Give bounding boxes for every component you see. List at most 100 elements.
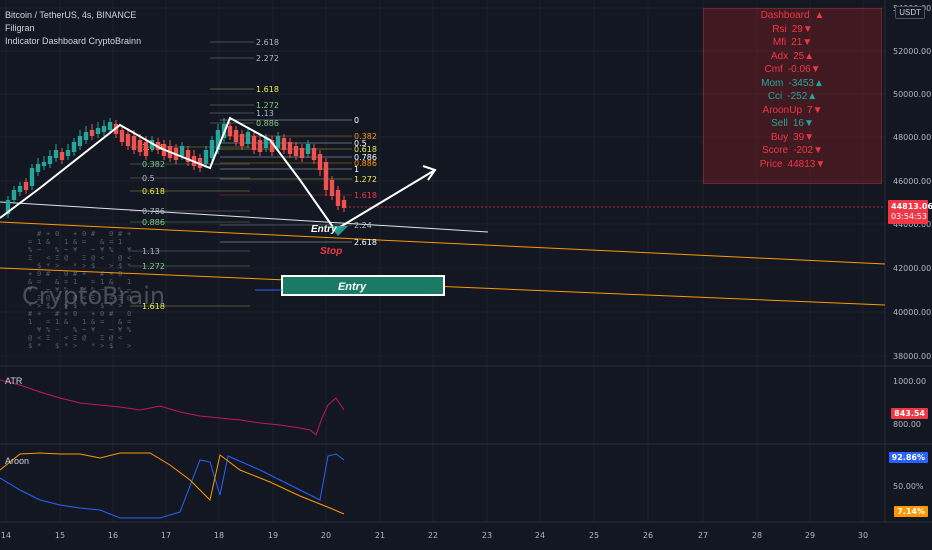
dashboard-row: Mfi 21▼ — [704, 36, 881, 50]
fibonacci-levels[interactable]: 1.6180.3820.50.6180.7860.8861.131.2721.6… — [130, 38, 377, 311]
time-tick: 28 — [752, 531, 762, 540]
ascii-glyph: + — [82, 270, 86, 278]
dashboard-row-label: Dashboard — [760, 10, 810, 21]
time-tick: 24 — [535, 531, 545, 540]
dashboard-row-label: Cci — [767, 91, 783, 102]
ascii-glyph: 1 — [118, 238, 122, 246]
time-axis[interactable]: 14 15 16 17 18 19 20 21 22 23 24 25 26 27 28 29 30 — [1, 531, 868, 540]
candle-body — [251, 136, 257, 150]
symbol-title[interactable]: Bitcoin / TetherUS, 4s, BINANCE — [5, 10, 137, 20]
ascii-glyph: & — [64, 318, 69, 326]
ascii-glyph: < — [109, 294, 113, 302]
ascii-glyph: > — [100, 342, 104, 350]
ascii-glyph: % — [64, 286, 69, 294]
ascii-glyph: Ξ — [37, 294, 41, 302]
indicator-dashboard-panel: Dashboard ▲ Rsi 29▼ Mfi 21▼ Adx 25▲ Cmf -0.06▼ Mom… — [703, 8, 882, 184]
fib-level-label: 0.786 — [354, 153, 377, 162]
ascii-glyph: % — [118, 286, 123, 294]
dashboard-row: Buy 39▼ — [704, 131, 881, 145]
fib-level-label: 1.272 — [256, 101, 279, 110]
ascii-glyph: > — [109, 262, 113, 270]
aroon-up-line — [0, 453, 345, 519]
ascii-glyph: < — [118, 334, 122, 342]
time-tick: 22 — [428, 531, 438, 540]
grid — [0, 0, 885, 522]
ascii-glyph: # — [109, 310, 114, 318]
ascii-glyph: ~ — [55, 326, 59, 334]
dashboard-row: Dashboard ▲ — [704, 9, 881, 23]
fib-level-label: 0 — [354, 116, 359, 125]
watermark-logo: CryptoBrain — [22, 282, 165, 310]
dashboard-row: Sell 16▼ — [704, 117, 881, 131]
dashboard-row-value: 29 — [791, 23, 803, 35]
price-axis[interactable]: 54000.0052000.0050000.0048000.0046000.00… — [893, 4, 931, 361]
entry-label-box: Entry — [338, 281, 367, 293]
candle-body — [275, 136, 281, 148]
ascii-glyph: + — [127, 230, 131, 238]
ascii-glyph: ¥ — [28, 286, 33, 294]
ascii-glyph: > — [82, 262, 86, 270]
candle-body — [77, 136, 83, 146]
entry-label: Entry — [311, 224, 337, 235]
ascii-glyph: Ξ — [91, 294, 95, 302]
ascii-glyph: 0 — [82, 230, 86, 238]
ascii-glyph: % — [127, 326, 132, 334]
price-tick: 40000.00 — [893, 308, 931, 317]
fib-level-label: 0.618 — [142, 187, 165, 196]
dashboard-row-value: 25 — [793, 50, 805, 62]
ascii-glyph: * — [28, 302, 32, 310]
ascii-glyph: 0 — [100, 310, 104, 318]
indicator-dashboard-title[interactable]: Indicator Dashboard CryptoBrainn — [5, 36, 142, 46]
ascii-glyph: 1 — [100, 278, 104, 286]
candle-body — [323, 162, 329, 190]
ascii-glyph: # — [28, 310, 33, 318]
orange-trendline-upper[interactable] — [0, 221, 886, 265]
entry-zone-box[interactable] — [281, 275, 445, 296]
ascii-glyph: # — [37, 230, 42, 238]
ascii-glyph: * — [46, 262, 50, 270]
dashboard-row-label: Mfi — [772, 37, 787, 48]
dashboard-row-value: 16 — [792, 118, 804, 129]
indicator-filigran-title[interactable]: Filigran — [5, 23, 35, 33]
candle-body — [5, 200, 11, 214]
ascii-glyph: * — [82, 302, 86, 310]
ascii-glyph: < — [82, 294, 86, 302]
dashboard-row-arrow: ▲ — [813, 77, 824, 89]
ascii-glyph: & — [46, 238, 51, 246]
fib-level-label: 1.618 — [354, 191, 377, 200]
ascii-glyph: $ — [118, 262, 122, 270]
time-tick: 29 — [805, 531, 815, 540]
ascii-glyph: ¥ — [100, 246, 105, 254]
ascii-glyph: + — [28, 270, 32, 278]
candle-body — [137, 140, 143, 152]
ascii-glyph: @ — [28, 334, 33, 342]
dashboard-row-label: Mom — [761, 77, 784, 89]
fib-level-label: 0.382 — [354, 132, 377, 141]
ascii-glyph: $ — [55, 342, 59, 350]
ascii-glyph: 1 — [28, 318, 32, 326]
ascii-glyph: @ — [109, 334, 114, 342]
ascii-glyph: @ — [127, 294, 132, 302]
atr-line — [0, 379, 345, 436]
time-tick: 20 — [321, 531, 331, 540]
atr-title[interactable]: ATR — [5, 376, 23, 386]
ascii-glyph: @ — [46, 294, 51, 302]
aroon-tick-50: 50.00% — [893, 482, 924, 491]
aroon-title[interactable]: Aroon — [5, 456, 30, 466]
candle-body — [17, 186, 23, 192]
dashboard-row-value: 39 — [793, 131, 805, 143]
dashboard-row-label: AroonUp — [762, 104, 802, 116]
harmonic-pattern-left[interactable] — [0, 116, 436, 232]
dashboard-row-label: Sell — [771, 118, 788, 129]
fib-level-label: 1.13 — [256, 109, 274, 118]
dashboard-row-arrow: ▼ — [813, 145, 824, 156]
candle-body — [23, 182, 29, 190]
white-trendline[interactable] — [0, 201, 489, 233]
dashboard-row-value: -252 — [787, 91, 808, 102]
atr-tick-800: 800.00 — [893, 420, 921, 429]
fib-level-label: 1 — [354, 165, 359, 174]
currency-button[interactable]: USDT — [895, 6, 925, 19]
ascii-glyph: * — [127, 262, 131, 270]
dashboard-row-value: -0.06 — [787, 64, 811, 75]
